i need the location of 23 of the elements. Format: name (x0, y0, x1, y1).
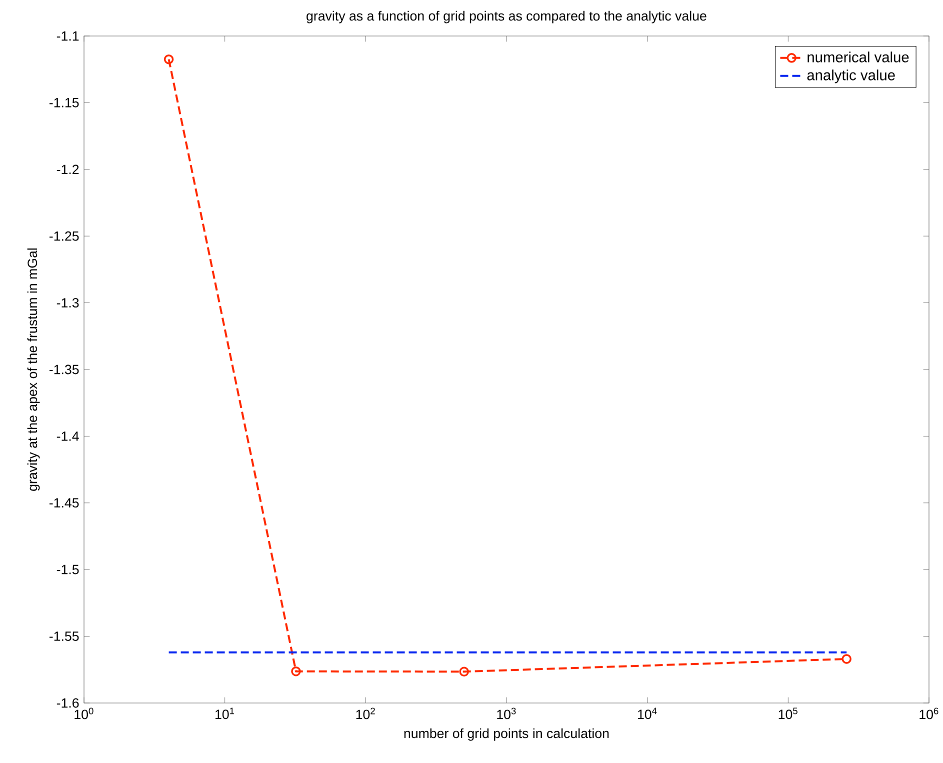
y-tick-label: -1.2 (56, 164, 79, 174)
x-tick-label: 10$^{4}$ (638, 708, 657, 720)
x-tick-label: 10$^{2}$ (356, 708, 375, 720)
y-tick-label: -1.55 (49, 632, 79, 641)
y-tick-label: -1.35 (49, 364, 79, 374)
legend-label: numerical value (808, 52, 909, 62)
y-tick-label: -1.25 (49, 231, 79, 241)
y-tick-label: -1.3 (56, 298, 79, 308)
y-tick-label: -1.4 (56, 432, 79, 441)
chart-title: gravity as a function of grid points as compared to the analytic value (306, 10, 706, 24)
y-tick-label: -1.1 (56, 31, 79, 41)
x-tick-label: 10$^{1}$ (216, 708, 234, 720)
x-tick-label: 10$^{6}$ (920, 708, 938, 720)
x-tick-label: 10$^{5}$ (778, 708, 798, 720)
x-tick-label: 10$^{3}$ (497, 708, 516, 720)
y-tick-label: -1.15 (49, 98, 79, 108)
y-tick-label: -1.5 (56, 564, 79, 574)
y-axis-title: gravity at the apex of the frustum in mGal (27, 248, 40, 491)
legend-label: analytic value (807, 70, 895, 84)
x-axis-title: number of grid points in calculation (404, 728, 609, 741)
y-tick-label: -1.45 (49, 498, 79, 508)
x-tick-label: 10$^{0}$ (74, 708, 94, 720)
y-tick-label: -1.6 (56, 698, 79, 708)
